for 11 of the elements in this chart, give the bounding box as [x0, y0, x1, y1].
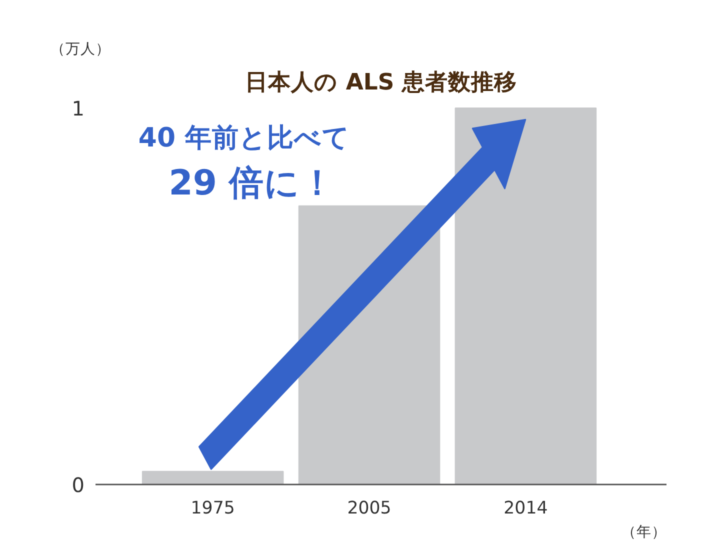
y-tick-label: 0 [72, 473, 85, 497]
annotation: 29 倍に！ [168, 163, 336, 204]
bar [142, 470, 284, 484]
x-tick-label: 2014 [504, 498, 548, 518]
x-axis-title: （年） [622, 524, 666, 540]
x-tick-label: 1975 [190, 498, 235, 518]
annotation: 40 年前と比べて [138, 122, 350, 154]
y-axis-title: （万人） [50, 40, 110, 58]
chart-title: 日本人の ALS 患者数推移 [244, 70, 518, 96]
y-tick-label: 1 [72, 96, 85, 121]
x-tick-label: 2005 [347, 498, 392, 518]
